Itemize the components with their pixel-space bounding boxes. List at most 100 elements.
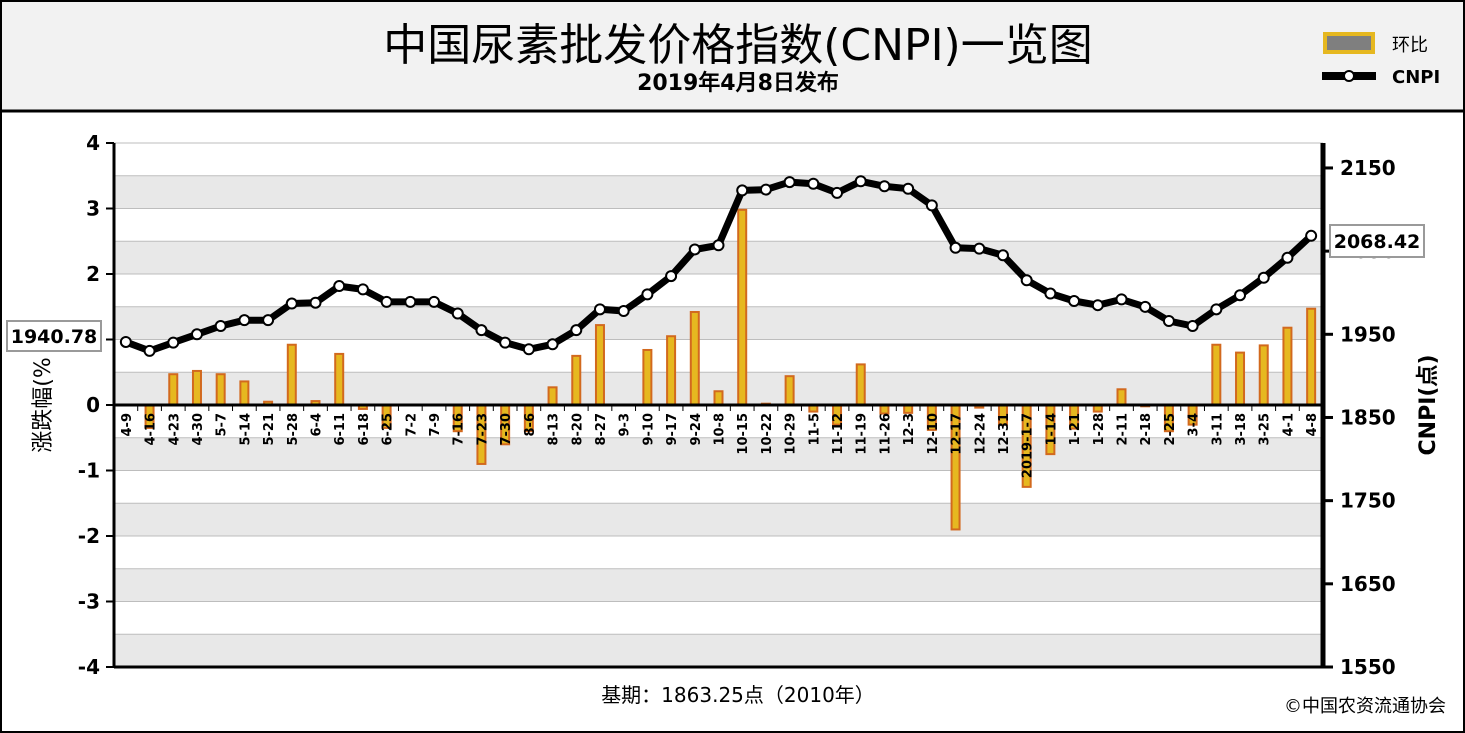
x-tick-label: 9-24 <box>689 413 704 446</box>
cnpi-point <box>1281 251 1294 264</box>
x-tick-label: 6-25 <box>381 413 396 446</box>
cnpi-point <box>1115 293 1128 306</box>
cnpi-point <box>1257 271 1270 284</box>
bar <box>571 354 582 406</box>
x-tick-label: 9-17 <box>665 413 680 446</box>
first-value-label: 1940.78 <box>11 326 98 348</box>
chart-title: 中国尿素批发价格指数(CNPI)一览图 <box>383 20 1092 71</box>
cnpi-point <box>807 177 820 190</box>
copyright-note: ©中国农资流通协会 <box>1284 696 1446 717</box>
x-tick-labels: 4-9 4-16 4-23 4-30 5-7 5-14 5-21 5-28 6-4 6-11 6-1… <box>120 413 1320 478</box>
y2-tick-label: 1550 <box>1340 655 1396 679</box>
x-tick-label: 3-25 <box>1258 413 1273 446</box>
cnpi-point <box>380 295 393 308</box>
cnpi-point <box>404 295 417 308</box>
x-tick-label: 7-30 <box>499 413 514 446</box>
bar <box>1235 351 1246 407</box>
cnpi-point <box>665 270 678 283</box>
cnpi-point <box>831 186 844 199</box>
x-tick-label: 5-28 <box>286 413 301 446</box>
last-value-callout: 2068.42 <box>1329 224 1425 258</box>
cnpi-point <box>522 343 535 356</box>
x-tick-label: 2-25 <box>1163 413 1178 446</box>
x-tick-label: 9-10 <box>641 413 656 446</box>
cnpi-point <box>167 336 180 349</box>
y2-axis-title: CNPI(点) <box>1415 355 1441 456</box>
cnpi-point <box>546 338 559 351</box>
cnpi-point <box>973 242 986 255</box>
x-tick-label: 6-18 <box>357 413 372 446</box>
y-tick-label: -2 <box>78 524 100 548</box>
bar <box>642 348 653 407</box>
cnpi-point <box>570 324 583 337</box>
cnpi-point <box>1091 299 1104 312</box>
y-tick-label: 4 <box>86 131 100 155</box>
bar <box>784 375 795 406</box>
cnpi-point <box>214 319 227 332</box>
bar <box>191 369 202 407</box>
x-tick-label: 7-16 <box>452 413 467 446</box>
y-tick-label: 2 <box>86 262 100 286</box>
legend-line-label: CNPI <box>1392 67 1440 88</box>
last-value-box <box>1329 224 1425 258</box>
bar <box>1282 326 1293 406</box>
grid-band <box>114 568 1323 602</box>
grid-band <box>114 175 1323 209</box>
last-value-label: 2068.42 <box>1334 231 1421 253</box>
chart-subtitle: 2019年4月8日发布 <box>637 70 839 96</box>
x-tick-label: 8-6 <box>523 413 538 437</box>
line-series <box>119 175 1318 357</box>
x-tick-label: 11-26 <box>878 413 893 455</box>
y-tick-label: -4 <box>78 655 100 679</box>
x-tick-label: 11-12 <box>831 413 846 455</box>
x-tick-label: 5-21 <box>262 413 277 446</box>
x-tick-label: 12-17 <box>950 413 965 455</box>
bar <box>1116 388 1127 406</box>
bar <box>855 363 866 407</box>
cnpi-point <box>1186 319 1199 332</box>
grid-band <box>114 634 1323 667</box>
x-tick-label: 7-2 <box>404 413 419 437</box>
cnpi-point <box>617 305 630 318</box>
x-tick-label: 10-8 <box>713 413 728 446</box>
x-tick-label: 4-23 <box>167 413 182 446</box>
bar <box>737 208 748 406</box>
bar <box>239 380 250 407</box>
cnpi-point <box>925 199 938 212</box>
cnpi-point <box>428 295 441 308</box>
x-tick-label: 7-23 <box>475 413 490 446</box>
x-tick-label: 3-4 <box>1187 413 1202 437</box>
cnpi-point <box>593 303 606 316</box>
x-tick-label: 1-21 <box>1068 413 1083 446</box>
cnpi-point <box>499 336 512 349</box>
cnpi-point <box>119 335 132 348</box>
bar <box>286 343 297 406</box>
x-tick-label: 10-22 <box>760 413 775 455</box>
x-tick-label: 2-11 <box>1116 413 1131 446</box>
x-tick-label: 4-16 <box>144 413 159 446</box>
bar <box>594 324 605 406</box>
x-tick-label: 3-18 <box>1234 413 1249 446</box>
cnpi-point <box>878 180 891 193</box>
cnpi-point <box>451 307 464 320</box>
y2-tick-label: 1950 <box>1340 322 1396 346</box>
cnpi-point <box>996 249 1009 262</box>
bar <box>689 310 700 406</box>
bar <box>334 352 345 407</box>
cnpi-point <box>902 182 915 195</box>
cnpi-point <box>238 314 251 327</box>
legend: 环比 CNPI <box>1322 32 1440 88</box>
x-tick-label: 5-14 <box>238 413 253 446</box>
bar <box>215 373 226 406</box>
cnpi-point <box>1234 289 1247 302</box>
cnpi-point <box>783 176 796 189</box>
x-tick-label: 4-1 <box>1281 413 1296 437</box>
cnpi-point <box>1020 274 1033 287</box>
cnpi-point <box>475 324 488 337</box>
x-tick-label: 8-20 <box>570 413 585 446</box>
x-tick-label: 7-9 <box>428 413 443 437</box>
y-tick-label: 0 <box>86 393 100 417</box>
y-tick-label: -1 <box>78 459 100 483</box>
